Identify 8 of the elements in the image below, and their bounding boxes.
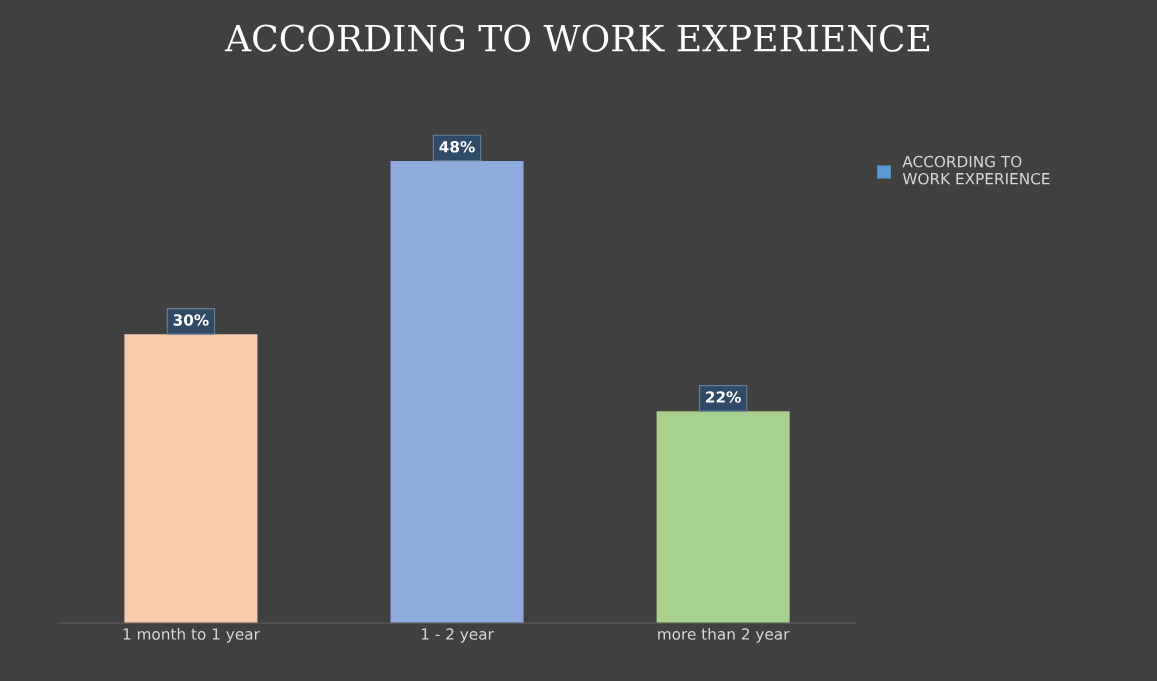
x-tick-label: more than 2 year xyxy=(658,627,790,643)
chart-title: ACCORDING TO WORK EXPERIENCE xyxy=(224,24,930,52)
data-label: 30% xyxy=(173,314,209,326)
data-label: 22% xyxy=(706,391,741,403)
text: ACCORDING TO WORK EXPERIENCE xyxy=(902,155,1050,185)
x-tick-label: 1 month to 1 year xyxy=(123,627,260,643)
data-label: 48% xyxy=(439,140,475,153)
x-tick-label: 1 - 2 year xyxy=(421,628,494,643)
